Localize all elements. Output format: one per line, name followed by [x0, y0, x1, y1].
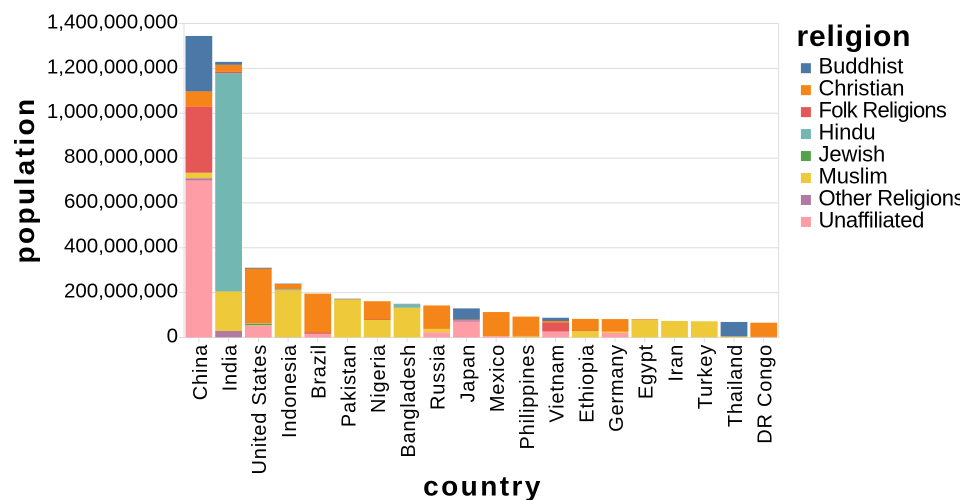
svg-text:Other Religions: Other Religions: [819, 185, 960, 210]
svg-text:Folk Religions: Folk Religions: [819, 98, 947, 123]
svg-text:Indonesia: Indonesia: [279, 344, 301, 438]
svg-text:Nigeria: Nigeria: [368, 344, 390, 413]
svg-text:200,000,000: 200,000,000: [64, 280, 178, 303]
svg-text:Turkey: Turkey: [695, 344, 717, 409]
svg-text:Thailand: Thailand: [725, 344, 747, 427]
svg-text:China: China: [190, 344, 212, 400]
svg-text:Iran: Iran: [665, 344, 687, 382]
svg-text:Ethiopia: Ethiopia: [576, 344, 598, 423]
svg-text:1,200,000,000: 1,200,000,000: [47, 55, 178, 78]
svg-text:Germany: Germany: [606, 344, 628, 432]
svg-text:Bangladesh: Bangladesh: [398, 344, 420, 458]
svg-text:Buddhist: Buddhist: [819, 54, 904, 79]
svg-text:Hindu: Hindu: [819, 119, 876, 144]
svg-text:Vietnam: Vietnam: [547, 344, 569, 423]
svg-text:religion: religion: [797, 20, 912, 53]
svg-text:DR Congo: DR Congo: [755, 344, 777, 444]
svg-text:Philippines: Philippines: [517, 344, 539, 450]
svg-text:India: India: [219, 344, 241, 391]
svg-text:Russia: Russia: [428, 344, 450, 410]
svg-text:Mexico: Mexico: [487, 344, 509, 412]
svg-text:Japan: Japan: [457, 344, 479, 403]
svg-text:Egypt: Egypt: [636, 344, 658, 399]
svg-text:Brazil: Brazil: [309, 344, 331, 399]
svg-text:Jewish: Jewish: [819, 141, 886, 166]
svg-text:1,000,000,000: 1,000,000,000: [47, 100, 178, 123]
svg-text:Pakistan: Pakistan: [338, 344, 360, 427]
svg-text:Christian: Christian: [819, 76, 905, 101]
svg-text:population: population: [9, 96, 40, 263]
svg-text:400,000,000: 400,000,000: [64, 235, 178, 258]
svg-text:1,400,000,000: 1,400,000,000: [47, 10, 178, 33]
svg-text:600,000,000: 600,000,000: [64, 190, 178, 213]
svg-text:0: 0: [167, 324, 178, 347]
svg-text:800,000,000: 800,000,000: [64, 145, 178, 168]
svg-text:Muslim: Muslim: [819, 163, 888, 188]
svg-text:country: country: [423, 470, 543, 500]
svg-text:Unaffiliated: Unaffiliated: [819, 207, 924, 232]
svg-text:United States: United States: [249, 344, 271, 474]
